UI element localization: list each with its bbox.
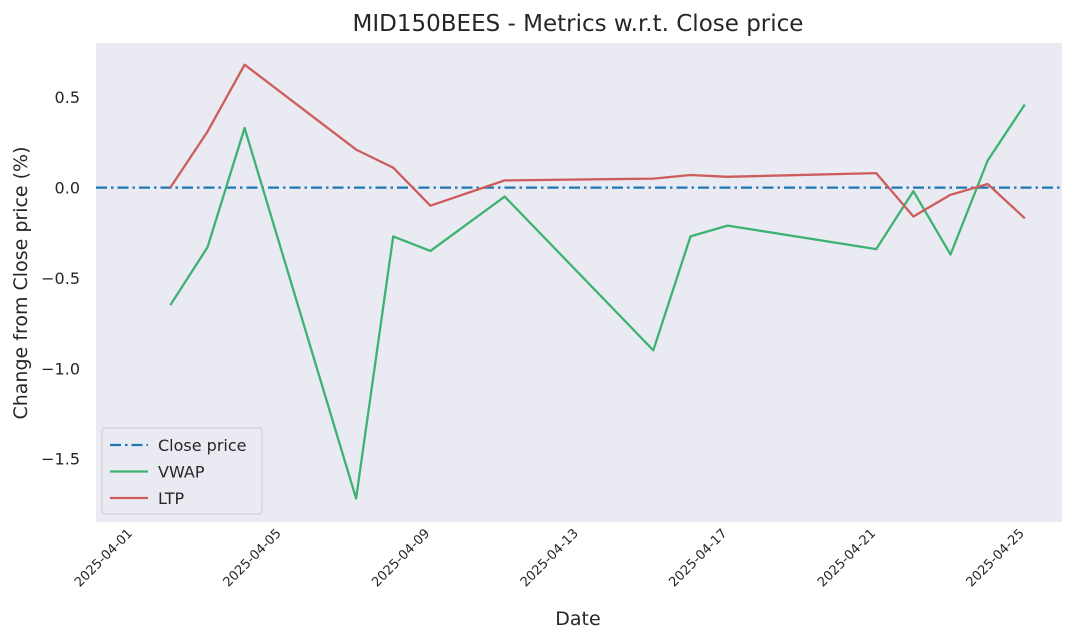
x-axis-ticks: 2025-04-01 2025-04-05 2025-04-09 2025-04-13… (72, 526, 1028, 590)
legend-label: Close price (158, 436, 247, 455)
legend-box (101, 427, 263, 515)
x-axis-label: Date (555, 608, 600, 630)
y-tick-label: 0.5 (55, 88, 80, 107)
legend-label: VWAP (158, 463, 205, 482)
x-tick-label: 2025-04-05 (221, 526, 285, 590)
x-tick-label: 2025-04-21 (815, 526, 879, 590)
series-lines (169, 63, 1026, 500)
y-axis-ticks: 0.5 0.0 −0.5 −1.0 −1.5 (41, 88, 80, 469)
y-axis-label: Change from Close price (%) (10, 146, 32, 419)
y-tick-label: −1.5 (41, 450, 80, 469)
y-tick-label: −0.5 (41, 269, 80, 288)
x-tick-label: 2025-04-13 (518, 526, 582, 590)
legend-label: LTP (158, 489, 184, 508)
series-line-ltp (169, 63, 1026, 220)
series-line-vwap (169, 103, 1026, 500)
y-tick-label: −1.0 (41, 359, 80, 378)
x-tick-label: 2025-04-17 (666, 526, 730, 590)
x-tick-label: 2025-04-25 (964, 526, 1028, 590)
x-tick-label: 2025-04-01 (72, 526, 136, 590)
chart-title: MID150BEES - Metrics w.r.t. Close price (353, 11, 804, 37)
legend: Close price VWAP LTP (101, 427, 263, 515)
x-tick-label: 2025-04-09 (369, 526, 433, 590)
y-tick-label: 0.0 (55, 179, 80, 198)
